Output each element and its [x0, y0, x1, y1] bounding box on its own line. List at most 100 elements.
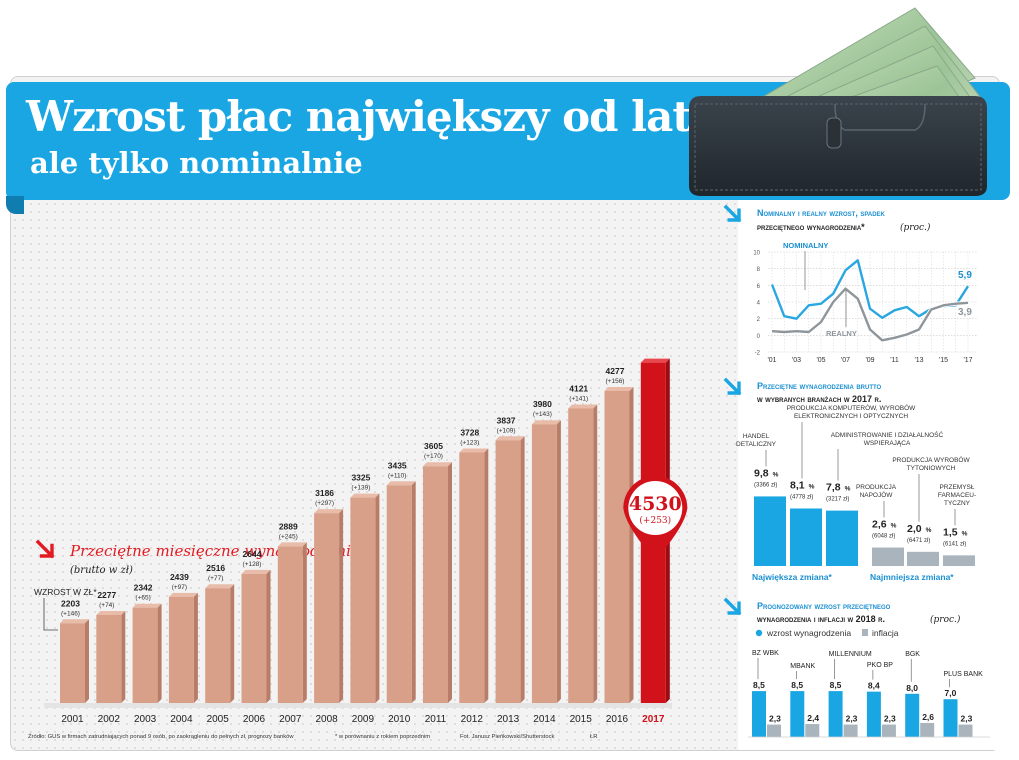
bar-top	[604, 386, 634, 391]
forecast-chart-arrow-icon-shape	[723, 597, 742, 616]
x-tick-label: 2017	[642, 714, 665, 725]
increase-label: (+74)	[99, 602, 114, 609]
bar-top	[96, 610, 126, 615]
industry-category-label: PRODUKCJA KOMPUTERÓW, WYROBÓW	[787, 403, 916, 412]
data-label: 3980	[533, 399, 552, 409]
highlight-pin-center	[628, 481, 683, 535]
banner-fold	[6, 196, 24, 214]
increase-label: (+110)	[388, 472, 407, 479]
bar-top	[568, 404, 598, 409]
wage-value-label: 7,0	[945, 688, 957, 698]
inflation-bar	[805, 724, 820, 737]
x-tick-label: 2001	[61, 714, 84, 725]
bar-side	[448, 462, 452, 703]
wage-bar	[943, 699, 958, 737]
industry-value-label: 2,0	[907, 523, 922, 535]
wage-bar	[866, 691, 881, 737]
x-tick-label: '01	[767, 357, 776, 364]
industry-category-label: TYCZNY	[944, 500, 971, 507]
bank-label: BGK	[905, 651, 920, 658]
right-panel	[738, 200, 1000, 750]
bar	[314, 513, 340, 703]
bar-side	[157, 603, 162, 703]
line-chart-unit: (proc.)	[900, 222, 931, 233]
data-label: 3837	[497, 415, 516, 425]
bar-top	[350, 493, 380, 498]
data-label: 2516	[206, 563, 225, 573]
series-name-label: NOMINALNY	[783, 241, 828, 250]
increase-label: (+146)	[61, 610, 80, 617]
data-label: 2342	[134, 583, 153, 593]
bar	[241, 573, 267, 703]
bar	[60, 623, 85, 703]
bank-label: PLUS BANK	[944, 671, 984, 678]
data-label: 4277	[606, 366, 625, 376]
inflation-value-label: 2,6	[922, 712, 934, 722]
inflation-bar	[767, 724, 781, 737]
y-tick-label: 0	[757, 334, 761, 340]
industry-group-label: Najmniejsza zmiana*	[870, 572, 954, 582]
x-tick-label: 2002	[98, 714, 121, 725]
y-tick-label: 2	[757, 317, 761, 323]
wage-value-label: 8,4	[868, 681, 880, 691]
wage-bar	[828, 691, 843, 737]
bar	[386, 485, 412, 703]
x-tick-label: '17	[963, 357, 972, 364]
wage-value-label: 8,0	[906, 683, 918, 693]
inflation-bar	[843, 724, 858, 737]
industry-category-label: DETALICZNY	[736, 441, 777, 448]
main-chart-subtitle: (brutto w zł)	[70, 565, 133, 576]
x-tick-label: '05	[816, 357, 825, 364]
industry-chart-arrow-icon	[723, 377, 742, 396]
y-tick-label: 8	[757, 267, 761, 273]
x-tick-label: 2008	[315, 714, 338, 725]
data-label: 3435	[388, 460, 407, 470]
forecast-chart-arrow-icon	[723, 597, 742, 616]
bar	[531, 424, 557, 703]
y-tick-label: 10	[753, 251, 760, 257]
wage-bar	[790, 691, 805, 737]
increase-leader-line	[43, 598, 58, 631]
author-initials: ŁR	[590, 734, 597, 740]
data-label: 2889	[279, 521, 298, 531]
industry-chart-title-2: w wybranych branżach w 2017 r.	[757, 394, 881, 404]
data-label: 2644	[243, 549, 262, 559]
bar-side	[520, 436, 525, 703]
wage-value-label: 8,5	[791, 680, 803, 690]
increase-label: (+139)	[351, 485, 370, 492]
x-tick-label: 2010	[388, 714, 411, 725]
bar-side	[193, 592, 198, 703]
inflation-value-label: 2,3	[769, 714, 781, 724]
bar	[96, 614, 122, 703]
increase-label: (+297)	[315, 500, 334, 507]
main-chart-increase-label: WZROST W ZŁ*	[34, 587, 97, 597]
industry-value-label: 1,5	[943, 526, 958, 538]
page-title: Wzrost płac największy od lat,	[26, 92, 705, 141]
bar	[205, 588, 231, 703]
y-tick-label: 6	[757, 284, 761, 290]
wage-bar	[752, 691, 766, 737]
x-tick-label: '03	[792, 357, 801, 364]
x-tick-label: 2005	[207, 714, 230, 725]
photo-credit: Fot. Janusz Pieńkowski/Shutterstock	[460, 734, 555, 740]
industry-value-label: 7,8	[826, 482, 841, 494]
industry-category-label: PRODUKCJA	[856, 484, 897, 491]
data-label: 3186	[315, 488, 334, 498]
legend-label: inflacja	[872, 628, 899, 638]
series-name-label: REALNY	[826, 329, 857, 338]
bar-top	[640, 358, 670, 363]
industry-value-label: 9,8	[754, 467, 769, 479]
bar	[604, 390, 630, 703]
x-tick-label: '15	[939, 357, 948, 364]
industry-category-label: ELEKTRONICZNYCH I OPTYCZNYCH	[794, 413, 908, 420]
increase-label: (+141)	[569, 395, 588, 402]
forecast-chart-title: Prognozowany wzrost przeciętnego	[757, 601, 891, 611]
series-end-label: 5,9	[958, 270, 972, 281]
x-tick-label: '13	[914, 357, 923, 364]
increase-label: (+65)	[135, 595, 150, 602]
line-chart-title: Nominalny i realny wzrost, spadek	[757, 208, 886, 218]
industry-amount-label: (6141 zł)	[943, 541, 966, 547]
bar	[350, 497, 376, 703]
industry-amount-label: (6048 zł)	[872, 534, 895, 540]
